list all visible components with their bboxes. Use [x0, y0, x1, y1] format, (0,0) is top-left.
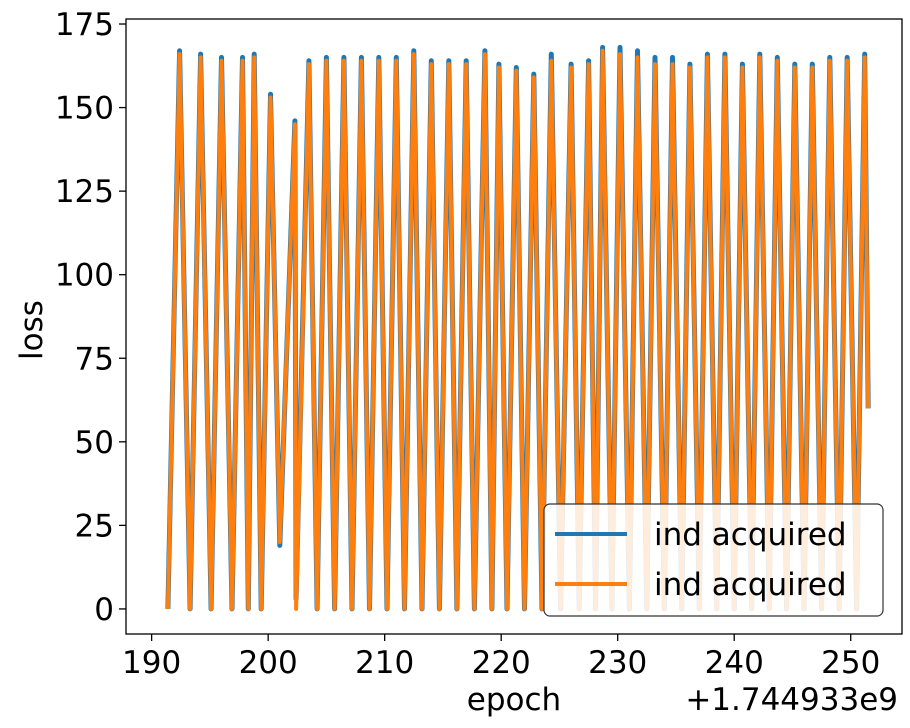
x-tick-label: 190 [122, 645, 181, 681]
legend-box [543, 503, 884, 617]
x-tick-label: 200 [239, 645, 298, 681]
y-axis-ticks: 0 25 50 75 100 125 150 175 [55, 7, 126, 628]
x-axis-ticks: 190 200 210 220 230 240 250 [122, 634, 880, 681]
legend-label-series-1: ind acquired [654, 517, 847, 553]
x-tick-label: 240 [705, 645, 764, 681]
y-tick-label: 175 [55, 7, 114, 43]
y-tick-label: 0 [94, 592, 114, 628]
x-tick-label: 210 [355, 645, 414, 681]
x-axis-label: epoch [467, 682, 561, 718]
legend-label-series-2: ind acquired [654, 567, 847, 603]
x-tick-label: 250 [821, 645, 880, 681]
y-tick-label: 50 [75, 425, 114, 461]
series-line-2 [165, 48, 871, 611]
y-tick-label: 125 [55, 174, 114, 210]
legend: ind acquired ind acquired [543, 503, 884, 617]
series-layer [165, 44, 871, 612]
y-axis-label: loss [14, 300, 50, 360]
plot-frame [125, 18, 903, 635]
y-tick-label: 100 [55, 258, 114, 294]
x-tick-label: 220 [472, 645, 531, 681]
y-tick-label: 75 [75, 341, 114, 377]
x-tick-label: 230 [588, 645, 647, 681]
x-axis-offset-label: +1.744933e9 [685, 682, 898, 718]
y-tick-label: 25 [75, 508, 114, 544]
y-tick-label: 150 [55, 91, 114, 127]
